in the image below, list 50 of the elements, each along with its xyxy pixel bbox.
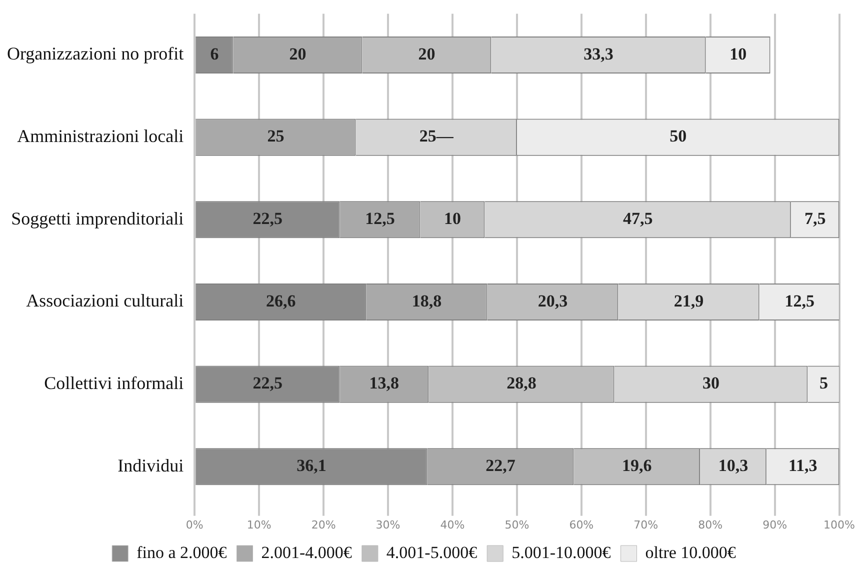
data-label: 26,6 [266, 291, 296, 310]
data-label: 10 [444, 209, 461, 228]
data-label: 11,3 [788, 456, 818, 476]
y-tick-label: Collettivi informali [44, 373, 184, 394]
data-label: 18,8 [412, 291, 442, 310]
x-tick-label: 80% [698, 518, 723, 532]
x-tick-label: 100% [824, 518, 856, 532]
data-label: 25— [419, 126, 454, 146]
data-label: 22,5 [252, 209, 283, 228]
y-tick-label: Organizzazioni no profit [7, 44, 184, 64]
data-label: 28,8 [506, 374, 536, 393]
x-tick-label: 10% [246, 518, 272, 532]
data-label: 30 [702, 374, 720, 393]
data-label: 12,5 [365, 209, 395, 228]
data-label: 20 [418, 44, 436, 64]
data-label: 22,5 [252, 374, 283, 393]
data-label: 20 [289, 44, 306, 64]
x-tick-label: 0% [186, 518, 204, 532]
x-tick-label: 60% [569, 518, 594, 532]
data-label: 50 [670, 126, 687, 146]
data-label: 21,9 [674, 291, 704, 310]
data-label: 12,5 [784, 291, 815, 310]
legend-label: 2.001-4.000€ [261, 542, 352, 562]
x-tick-label: 30% [376, 518, 400, 532]
data-label: 10,3 [718, 456, 748, 476]
data-label: 7,5 [804, 209, 826, 228]
data-label: 19,6 [622, 456, 652, 476]
x-tick-label: 70% [634, 518, 658, 532]
data-label: 22,7 [486, 456, 516, 476]
x-tick-label: 90% [762, 518, 788, 532]
data-label: 36,1 [296, 456, 326, 476]
data-label: 47,5 [622, 209, 653, 228]
legend-label: fino a 2.000€ [136, 542, 228, 562]
data-label: 13,8 [369, 374, 400, 393]
data-label: 5 [820, 374, 828, 393]
x-tick-label: 40% [440, 518, 465, 532]
legend-label: 5.001-10.000€ [512, 542, 612, 562]
y-tick-label: Associazioni culturali [26, 290, 184, 311]
data-label: 10 [730, 44, 747, 64]
data-label: 20,3 [538, 291, 568, 310]
data-label: 6 [210, 44, 219, 64]
legend-label: oltre 10.000€ [645, 542, 736, 562]
y-tick-label: Amministrazioni locali [17, 126, 184, 146]
data-label: 25 [267, 126, 284, 146]
data-label: 33,3 [584, 44, 614, 64]
x-tick-label: 50% [504, 518, 530, 532]
y-tick-label: Soggetti imprenditoriali [11, 208, 184, 228]
y-tick-label: Individui [118, 455, 184, 476]
x-tick-label: 20% [311, 518, 336, 532]
legend-label: 4.001-5.000€ [386, 542, 478, 562]
